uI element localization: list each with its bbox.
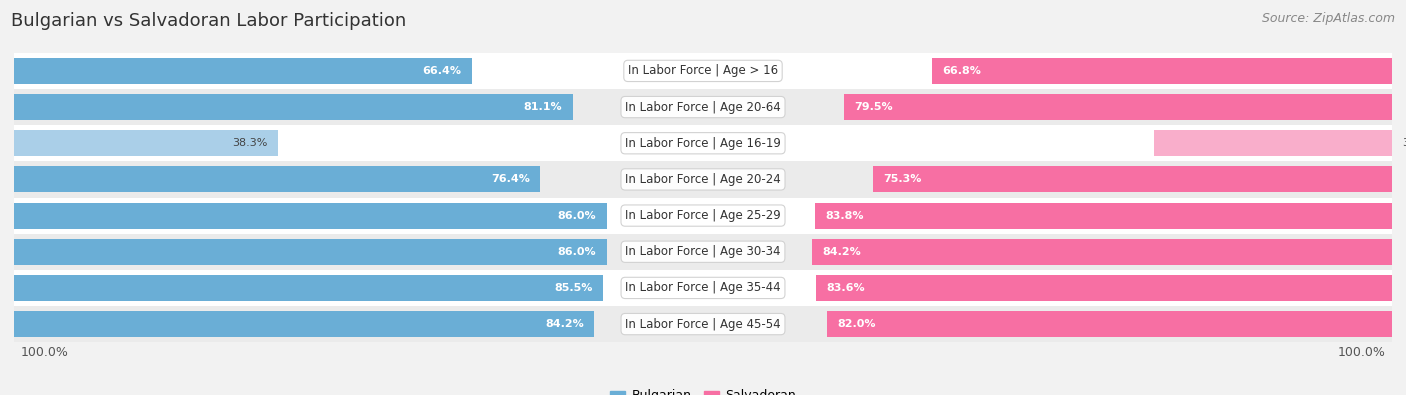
Bar: [14, 94, 572, 120]
Text: 100.0%: 100.0%: [1337, 346, 1385, 359]
Text: In Labor Force | Age 20-64: In Labor Force | Age 20-64: [626, 101, 780, 114]
Bar: [0, 125, 1406, 161]
Text: 84.2%: 84.2%: [546, 319, 583, 329]
Text: 81.1%: 81.1%: [524, 102, 562, 112]
Text: 86.0%: 86.0%: [558, 247, 596, 257]
Bar: [932, 58, 1392, 84]
Bar: [14, 58, 471, 84]
Bar: [14, 275, 603, 301]
Text: 38.3%: 38.3%: [232, 138, 267, 148]
Bar: [815, 275, 1392, 301]
Bar: [811, 239, 1392, 265]
Text: 83.6%: 83.6%: [827, 283, 865, 293]
Bar: [0, 161, 1406, 198]
Bar: [14, 239, 606, 265]
Bar: [0, 89, 1406, 125]
Text: 84.2%: 84.2%: [823, 247, 860, 257]
Bar: [873, 166, 1392, 192]
Text: In Labor Force | Age 20-24: In Labor Force | Age 20-24: [626, 173, 780, 186]
Bar: [0, 270, 1406, 306]
Text: In Labor Force | Age 30-34: In Labor Force | Age 30-34: [626, 245, 780, 258]
Text: 83.8%: 83.8%: [825, 211, 863, 220]
Text: 34.5%: 34.5%: [1402, 138, 1406, 148]
Text: 75.3%: 75.3%: [883, 175, 922, 184]
Text: 100.0%: 100.0%: [21, 346, 69, 359]
Text: 86.0%: 86.0%: [558, 211, 596, 220]
Text: In Labor Force | Age 16-19: In Labor Force | Age 16-19: [626, 137, 780, 150]
Text: 79.5%: 79.5%: [855, 102, 893, 112]
Bar: [827, 311, 1392, 337]
Text: Source: ZipAtlas.com: Source: ZipAtlas.com: [1261, 12, 1395, 25]
Bar: [844, 94, 1392, 120]
Text: 76.4%: 76.4%: [491, 175, 530, 184]
Text: In Labor Force | Age 35-44: In Labor Force | Age 35-44: [626, 281, 780, 294]
Text: 66.8%: 66.8%: [942, 66, 981, 76]
Legend: Bulgarian, Salvadoran: Bulgarian, Salvadoran: [605, 384, 801, 395]
Bar: [14, 203, 606, 229]
Text: In Labor Force | Age 25-29: In Labor Force | Age 25-29: [626, 209, 780, 222]
Bar: [14, 166, 540, 192]
Bar: [0, 198, 1406, 234]
Bar: [14, 311, 595, 337]
Text: In Labor Force | Age > 16: In Labor Force | Age > 16: [628, 64, 778, 77]
Text: 82.0%: 82.0%: [838, 319, 876, 329]
Text: In Labor Force | Age 45-54: In Labor Force | Age 45-54: [626, 318, 780, 331]
Bar: [0, 306, 1406, 342]
Text: Bulgarian vs Salvadoran Labor Participation: Bulgarian vs Salvadoran Labor Participat…: [11, 12, 406, 30]
Text: 66.4%: 66.4%: [422, 66, 461, 76]
Text: 85.5%: 85.5%: [554, 283, 593, 293]
Bar: [814, 203, 1392, 229]
Bar: [0, 53, 1406, 89]
Bar: [1154, 130, 1392, 156]
Bar: [14, 130, 278, 156]
Bar: [0, 234, 1406, 270]
